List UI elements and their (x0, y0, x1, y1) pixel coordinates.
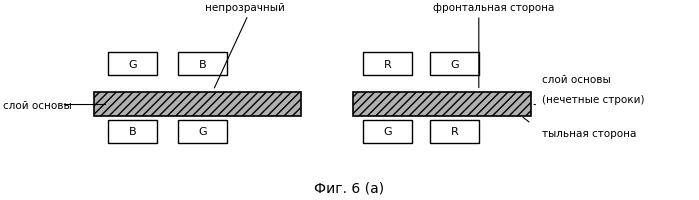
Bar (94, 93, 301, 116)
Text: G: G (199, 127, 207, 136)
Bar (108, 53, 157, 76)
Text: слой основы: слой основы (3, 100, 72, 110)
Bar (430, 120, 479, 143)
Bar (363, 120, 412, 143)
Bar (108, 120, 157, 143)
Text: B: B (129, 127, 136, 136)
Text: (нечетные строки): (нечетные строки) (542, 95, 644, 105)
Text: слой основы: слой основы (542, 75, 610, 85)
Text: G: G (384, 127, 392, 136)
Bar (353, 93, 531, 116)
Text: тыльная сторона: тыльная сторона (542, 128, 636, 138)
Bar (178, 53, 227, 76)
Text: R: R (450, 127, 459, 136)
Text: непрозрачный: непрозрачный (205, 3, 284, 13)
Text: фронтальная сторона: фронтальная сторона (433, 3, 555, 13)
Text: G: G (129, 60, 137, 69)
Bar (363, 53, 412, 76)
Text: Фиг. 6 (а): Фиг. 6 (а) (315, 181, 384, 195)
Text: G: G (450, 60, 459, 69)
Bar (178, 120, 227, 143)
Text: B: B (199, 60, 206, 69)
Text: R: R (384, 60, 392, 69)
Bar (430, 53, 479, 76)
